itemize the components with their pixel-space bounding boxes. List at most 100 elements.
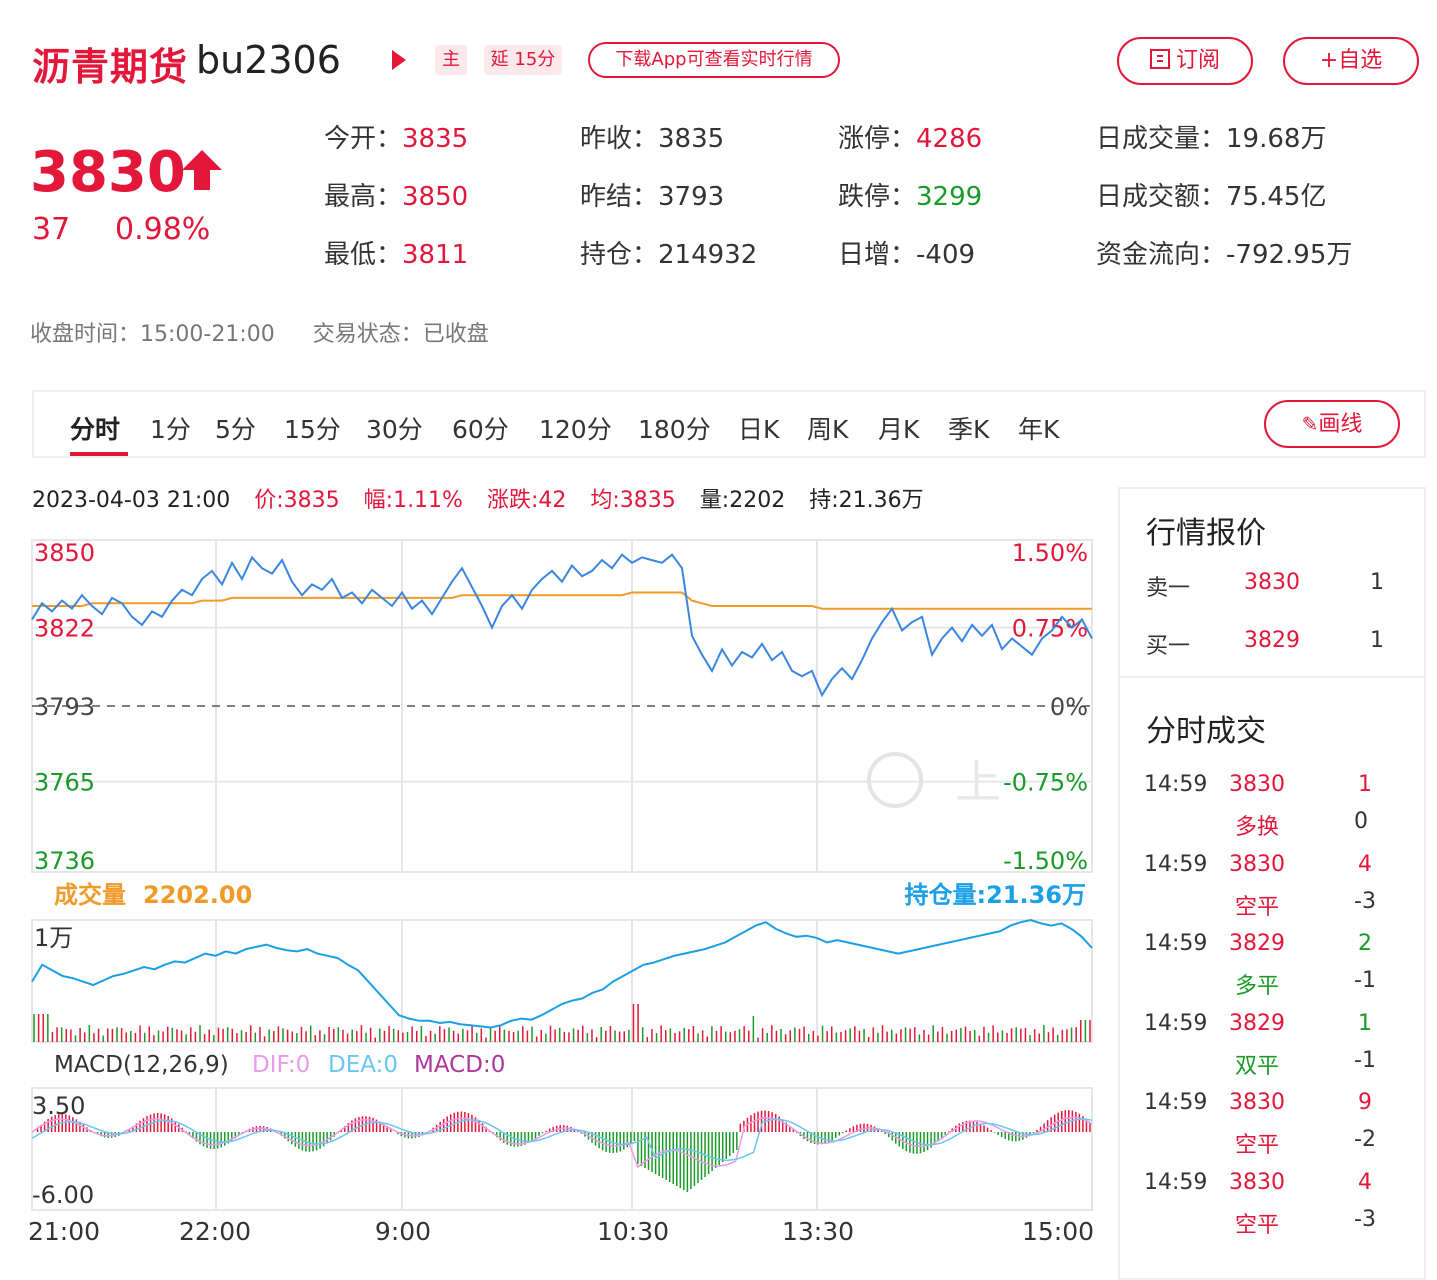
tick-price: 3830 (1229, 1169, 1285, 1195)
tick-volume: 2 (1358, 931, 1372, 956)
tab-120分[interactable]: 120分 (539, 415, 612, 444)
y-tick-left: 3793 (34, 693, 95, 721)
intraday-chart[interactable]: 3850 1.50% 3822 0.75% 3793 0% 3765 -0.75% 3736 -1… (0, 0, 1110, 1280)
price-change-pct: 0.98% (115, 212, 211, 247)
avg-price-line (32, 591, 1092, 610)
x-tick: 9:00 (375, 1217, 431, 1246)
watermark-text: 上 (955, 755, 1001, 809)
tab-分时[interactable]: 分时 (70, 415, 121, 444)
draw-line-button[interactable]: ✎画线 (1264, 400, 1400, 448)
tick-delta: 0 (1354, 809, 1368, 834)
tick-volume: 1 (1358, 772, 1372, 797)
stat-label: 最高： (324, 182, 403, 212)
tick-delta: -1 (1354, 968, 1376, 993)
stat-value: 3850 (402, 182, 469, 212)
volume-label: 成交量 (54, 881, 126, 909)
stat-item: 日增：-409 (838, 234, 975, 271)
stat-value: -409 (916, 240, 976, 270)
stat-item: 涨停：4286 (838, 118, 982, 155)
x-tick: 21:00 (28, 1217, 100, 1246)
pencil-icon: ✎ (1301, 412, 1319, 436)
info-datetime: 2023-04-03 21:00 (32, 488, 231, 513)
period-tabs (32, 390, 1426, 458)
buy1-label: 买一 (1146, 634, 1191, 659)
stat-value: 3299 (916, 182, 983, 212)
tab-周K[interactable]: 周K (807, 415, 849, 444)
stat-value: 3793 (658, 182, 725, 212)
info-chg: 涨跌:42 (486, 488, 567, 513)
stat-label: 昨结： (580, 182, 659, 212)
play-icon[interactable] (392, 50, 406, 70)
tab-月K[interactable]: 月K (878, 415, 920, 444)
hold-label: 持仓量:21.36万 (904, 881, 1086, 909)
ticks-title: 分时成交 (1146, 714, 1266, 749)
add-watchlist-button[interactable]: +自选 (1283, 37, 1419, 85)
hold-line (31, 918, 1093, 1029)
volume-value: 2202.00 (143, 881, 252, 909)
dea-label: DEA:0 (328, 1052, 398, 1078)
panel-divider (1118, 676, 1426, 678)
stat-value: 75.45亿 (1226, 182, 1327, 212)
stat-label: 涨停： (838, 124, 917, 154)
tick-time: 14:59 (1144, 1090, 1208, 1115)
stat-item: 昨结：3793 (580, 176, 724, 213)
tick-volume: 4 (1358, 851, 1372, 877)
tick-type: 空平 (1235, 894, 1280, 920)
last-price: 3830 (30, 140, 186, 205)
tab-年K[interactable]: 年K (1018, 415, 1060, 444)
tick-time: 14:59 (1144, 931, 1208, 956)
tick-type: 多平 (1235, 974, 1280, 999)
tab-60分[interactable]: 60分 (452, 415, 509, 444)
price-change: 37 (32, 212, 71, 247)
stat-item: 最低：3811 (324, 234, 468, 271)
download-app-link[interactable]: 下载App可查看实时行情 (588, 42, 840, 78)
tick-delta: -1 (1354, 1047, 1376, 1073)
dif-line (31, 1116, 1093, 1169)
stat-label: 昨收： (580, 124, 659, 154)
tab-季K[interactable]: 季K (948, 415, 990, 444)
stat-item: 日成交量：19.68万 (1096, 118, 1326, 155)
y-tick-right: -0.75% (1003, 769, 1088, 797)
stat-value: -792.95万 (1226, 240, 1353, 270)
close-time: 收盘时间：15:00-21:00 (30, 322, 275, 347)
stat-label: 资金流向： (1096, 240, 1227, 270)
tick-type: 双平 (1235, 1053, 1280, 1079)
tick-price: 3829 (1229, 1010, 1285, 1036)
subscribe-icon (1149, 49, 1170, 69)
macd-label: MACD:0 (414, 1052, 505, 1078)
subscribe-button[interactable]: 订阅 (1117, 37, 1253, 85)
delay-badge: 延 15分 (484, 45, 562, 75)
stat-item: 日成交额：75.45亿 (1096, 176, 1326, 213)
arrow-up-icon (182, 150, 222, 190)
tick-type: 空平 (1235, 1133, 1280, 1158)
stat-label: 日成交量： (1096, 124, 1227, 154)
subscribe-label: 订阅 (1175, 48, 1220, 73)
tab-180分[interactable]: 180分 (638, 415, 711, 444)
stat-label: 持仓： (580, 240, 659, 270)
info-avg: 均:3835 (590, 488, 676, 513)
watermark-logo-icon (867, 752, 923, 808)
x-tick: 13:30 (782, 1217, 854, 1246)
tick-delta: -3 (1354, 888, 1376, 914)
sell1-price: 3830 (1244, 570, 1300, 595)
buy1-price: 3829 (1244, 628, 1300, 653)
sell1-volume: 1 (1370, 570, 1384, 595)
x-tick: 15:00 (1022, 1217, 1094, 1246)
page-title: 沥青期货 (32, 45, 189, 89)
tick-time: 14:59 (1144, 1169, 1208, 1195)
sell1-label: 卖一 (1146, 576, 1191, 601)
tab-15分[interactable]: 15分 (284, 415, 341, 444)
dea-line (31, 1118, 1093, 1162)
tab-5分[interactable]: 5分 (215, 415, 256, 444)
stat-item: 昨收：3835 (580, 118, 724, 155)
stat-value: 4286 (916, 124, 983, 154)
tick-time: 14:59 (1144, 772, 1208, 797)
volume-y-tick: 1万 (34, 924, 73, 952)
tab-1分[interactable]: 1分 (150, 415, 191, 444)
tick-volume: 9 (1358, 1090, 1372, 1115)
tab-日K[interactable]: 日K (738, 415, 780, 444)
buy1-volume: 1 (1370, 628, 1384, 653)
stat-label: 最低： (324, 240, 403, 270)
info-amp: 幅:1.11% (363, 488, 463, 513)
tab-30分[interactable]: 30分 (366, 415, 423, 444)
